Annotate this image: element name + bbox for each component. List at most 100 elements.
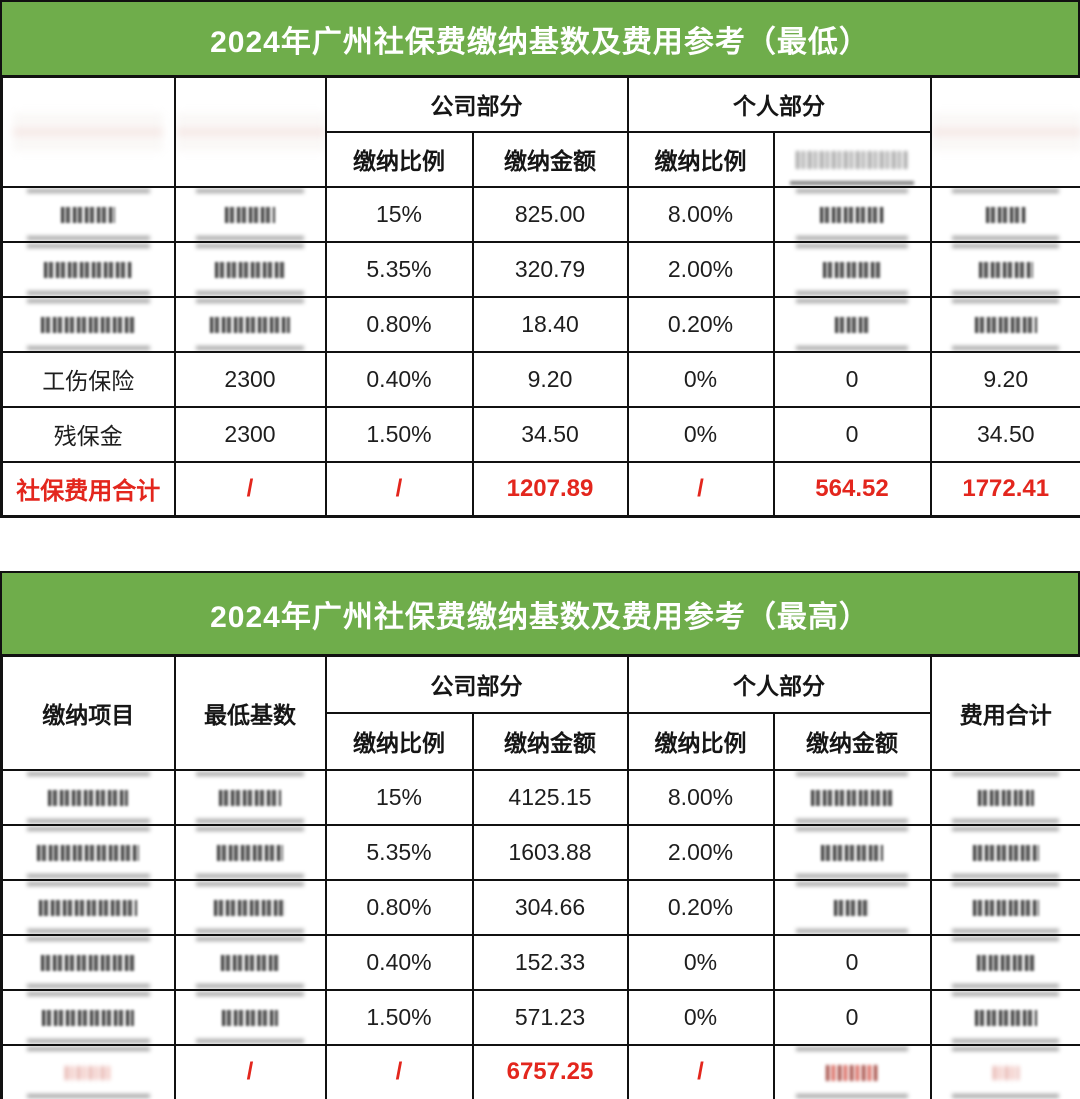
table-cell bbox=[929, 933, 1080, 991]
cell-value: 工伤保险 bbox=[42, 368, 135, 394]
cell-value: 1207.89 bbox=[506, 474, 594, 502]
table-cell: 残保金 bbox=[0, 405, 176, 463]
cell-value: 1.50% bbox=[366, 1003, 432, 1030]
table-row: 15% 4125.15 8.00% bbox=[0, 768, 1080, 826]
table-cell bbox=[929, 240, 1080, 298]
table-cell bbox=[929, 823, 1080, 881]
redacted-smudge bbox=[820, 207, 884, 224]
redacted-smudge bbox=[834, 900, 870, 917]
cell-value: 1772.41 bbox=[962, 474, 1050, 502]
table-cell: 0% bbox=[626, 350, 775, 408]
header-label: 个人部分 bbox=[733, 673, 825, 700]
header-cell: 缴纳项目 bbox=[0, 654, 176, 771]
cell-value: 1.50% bbox=[366, 420, 432, 447]
table-row: 0.80% 304.66 0.20% bbox=[0, 878, 1080, 936]
cell-value: 0.80% bbox=[366, 310, 432, 337]
cell-value: / bbox=[697, 1058, 704, 1086]
header-label: 个人部分 bbox=[733, 93, 825, 120]
table-cell: 2.00% bbox=[626, 240, 775, 298]
table-cell bbox=[0, 768, 176, 826]
header-row: 缴纳比例 缴纳金额 缴纳比例 bbox=[2, 130, 1080, 188]
total-row: 社保费用合计 / / 1207.89 / 564.52 1772.41 bbox=[0, 460, 1080, 518]
table-min-grid: 公司部分 个人部分 缴纳比例 缴纳金额 缴纳比例 15% 825.00 8.00% 5.35% 3… bbox=[0, 75, 1080, 518]
redacted-smudge bbox=[214, 900, 286, 917]
header-cell: 公司部分 bbox=[324, 654, 629, 714]
table-cell: 6757.25 bbox=[471, 1043, 629, 1099]
cell-value: 8.00% bbox=[667, 783, 734, 810]
table-cell bbox=[929, 768, 1080, 826]
header-row: 缴纳比例 缴纳金额 缴纳比例 缴纳金额 bbox=[2, 711, 1080, 771]
table-cell bbox=[0, 240, 176, 298]
cell-value: / bbox=[395, 1058, 403, 1086]
redacted-smudge bbox=[225, 207, 275, 224]
redacted-smudge bbox=[974, 317, 1037, 334]
cell-value: 0 bbox=[845, 1003, 859, 1030]
table-row: 0.80% 18.40 0.20% bbox=[0, 295, 1080, 353]
table-cell bbox=[929, 185, 1080, 243]
cell-value: 571.23 bbox=[514, 1003, 586, 1030]
cell-value: / bbox=[395, 474, 403, 502]
table-cell: 564.52 bbox=[772, 460, 932, 518]
header-label: 缴纳金额 bbox=[504, 730, 596, 756]
header-cell: 个人部分 bbox=[626, 75, 932, 133]
cell-value: 0.80% bbox=[366, 893, 432, 920]
table-cell bbox=[173, 988, 327, 1046]
table-cell bbox=[772, 185, 932, 243]
header-label: 缴纳金额 bbox=[806, 730, 898, 756]
cell-value: 0.20% bbox=[667, 310, 734, 337]
table-row: 15% 825.00 8.00% bbox=[0, 185, 1080, 243]
table-row: 1.50% 571.23 0% 0 bbox=[0, 988, 1080, 1046]
table-cell: 工伤保险 bbox=[0, 350, 176, 408]
header-cell: 个人部分 bbox=[626, 654, 932, 714]
cell-value: 15% bbox=[375, 200, 423, 227]
table-cell: 0% bbox=[626, 405, 775, 463]
cell-value: 34.50 bbox=[521, 420, 579, 447]
cell-value: 2.00% bbox=[667, 255, 734, 282]
table-cell: / bbox=[626, 1043, 775, 1099]
table-cell: 304.66 bbox=[471, 878, 629, 936]
header-cell bbox=[173, 75, 327, 188]
table-cell bbox=[173, 240, 327, 298]
header-cell: 缴纳比例 bbox=[324, 711, 474, 771]
header-cell: 费用合计 bbox=[929, 654, 1080, 771]
table-cell bbox=[772, 295, 932, 353]
cell-value: 0 bbox=[845, 365, 859, 392]
redacted-smudge bbox=[976, 955, 1035, 972]
header-cell bbox=[772, 130, 932, 188]
redacted-smudge bbox=[826, 1064, 878, 1081]
redacted-smudge bbox=[221, 955, 279, 972]
table-cell: / bbox=[324, 1043, 474, 1099]
table-cell bbox=[772, 823, 932, 881]
redacted-smudge bbox=[222, 1010, 278, 1027]
redacted-smudge bbox=[219, 790, 281, 807]
redacted-smudge bbox=[972, 900, 1039, 917]
table-cell: 5.35% bbox=[324, 240, 474, 298]
cell-value: 564.52 bbox=[815, 474, 889, 502]
table-cell bbox=[173, 295, 327, 353]
header-row: 缴纳项目 最低基数 公司部分 个人部分 费用合计 bbox=[0, 654, 1080, 771]
table-cell: / bbox=[173, 1043, 327, 1099]
header-label: 缴纳比例 bbox=[654, 730, 747, 756]
header-label: 公司部分 bbox=[430, 673, 523, 700]
header-label: 费用合计 bbox=[959, 701, 1052, 728]
table-cell bbox=[0, 823, 176, 881]
table-row: 工伤保险 2300 0.40% 9.20 0% 0 9.20 bbox=[0, 350, 1080, 408]
table-cell: 5.35% bbox=[324, 823, 474, 881]
redacted-smudge bbox=[972, 845, 1039, 862]
cell-value: 825.00 bbox=[514, 200, 586, 227]
table-cell bbox=[772, 878, 932, 936]
cell-value: 9.20 bbox=[527, 365, 573, 392]
table-cell: 825.00 bbox=[471, 185, 629, 243]
table-cell: 0.40% bbox=[324, 350, 474, 408]
cell-value: 2300 bbox=[224, 420, 276, 447]
cell-value: 4125.15 bbox=[508, 783, 592, 810]
cell-value: 15% bbox=[375, 783, 423, 810]
table-cell bbox=[929, 295, 1080, 353]
redacted-smudge bbox=[974, 1010, 1037, 1027]
redacted-smudge bbox=[61, 207, 116, 224]
cell-value: 0% bbox=[683, 948, 718, 975]
table-cell: 2300 bbox=[173, 405, 327, 463]
header-cell: 缴纳金额 bbox=[471, 711, 629, 771]
table-cell: 1.50% bbox=[324, 405, 474, 463]
table-cell: 0 bbox=[772, 988, 932, 1046]
